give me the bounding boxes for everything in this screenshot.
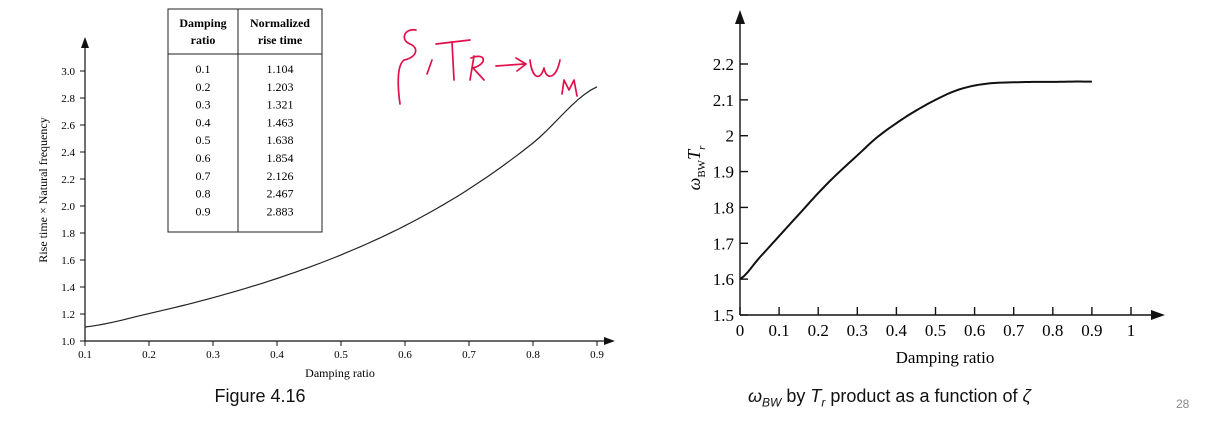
table-header-rise-time: rise time: [258, 33, 303, 47]
left-y-tick-label: 1.4: [61, 282, 75, 294]
table-cell-damping: 0.4: [196, 115, 211, 129]
table-cell-rise-time: 1.321: [267, 98, 294, 112]
left-y-tick-label: 2.6: [61, 120, 75, 132]
right-x-tick-label: 0.1: [768, 321, 789, 340]
table-cell-damping: 0.3: [196, 98, 211, 112]
slide-number: 28: [1176, 397, 1190, 411]
left-y-tick-label: 2.4: [61, 147, 75, 159]
rise-time-table: Damping ratio Normalized rise time 0.1 1.…: [167, 8, 323, 233]
table-cell-rise-time: 2.467: [267, 187, 294, 201]
left-y-tick-label: 2.0: [61, 201, 75, 213]
table-cell-rise-time: 1.638: [267, 133, 294, 147]
right-x-tick-label: 0.9: [1081, 321, 1102, 340]
left-y-tick-label: 2.8: [61, 93, 75, 105]
left-y-axis-arrow: [81, 37, 89, 48]
right-x-tick-label: 0.8: [1042, 321, 1063, 340]
right-y-label-t: T: [684, 148, 704, 160]
bandwidth-chart: 0 0.1 0.2 0.3 0.4 0.5 0.6 0.7 0.8 0.9 1 1.5 1.6 1.7 1.…: [684, 10, 1165, 367]
left-x-tick-label: 0.1: [78, 349, 92, 361]
right-y-tick-label: 1.7: [713, 234, 735, 253]
rise-time-chart: 0.1 0.2 0.3 0.4 0.5 0.6 0.7 0.8 0.9 1.0 1.2 1.4 1.6 1…: [36, 8, 615, 380]
left-x-tick-label: 0.9: [590, 349, 604, 361]
left-x-axis-label: Damping ratio: [305, 366, 375, 380]
caption-omega: ω: [748, 386, 763, 406]
caption-by: by: [781, 386, 811, 406]
left-x-tick-label: 0.8: [526, 349, 540, 361]
caption-t: T: [810, 386, 822, 406]
right-x-tick-label: 0.3: [847, 321, 868, 340]
table-border: [167, 8, 323, 233]
table-cell-rise-time: 1.463: [267, 115, 294, 129]
table-cell-rise-time: 2.883: [267, 204, 294, 218]
right-x-axis-label: Damping ratio: [896, 348, 995, 367]
left-y-tick-label: 1.0: [61, 336, 75, 348]
caption-t-sub: r: [821, 395, 826, 410]
table-cell-damping: 0.7: [196, 169, 211, 183]
right-chart-axes: [735, 10, 1165, 320]
left-series-line: [84, 86, 598, 328]
left-y-axis-label: Rise time × Natural frequency: [36, 117, 50, 262]
right-y-label-t-sub: r: [696, 145, 708, 150]
right-series-line: [739, 80, 1092, 280]
left-x-tick-label: 0.7: [462, 349, 476, 361]
table-cell-damping: 0.6: [196, 151, 211, 165]
right-y-tick-label: 1.8: [713, 198, 734, 217]
right-y-tick-label: 1.9: [713, 163, 734, 182]
right-y-axis-arrow: [735, 10, 745, 24]
left-x-tick-label: 0.5: [334, 349, 348, 361]
left-y-tick-label: 1.8: [61, 228, 75, 240]
left-y-tick-label: 1.2: [61, 309, 75, 321]
table-cell-rise-time: 2.126: [267, 169, 294, 183]
right-x-tick-label: 0.7: [1003, 321, 1025, 340]
table-cell-rise-time: 1.854: [267, 151, 294, 165]
table-cell-rise-time: 1.104: [267, 62, 294, 76]
table-cell-damping: 0.5: [196, 133, 211, 147]
right-y-tick-label: 1.5: [713, 306, 734, 325]
left-chart-caption: Figure 4.16: [214, 386, 306, 406]
left-y-tick-label: 3.0: [61, 66, 75, 78]
right-x-axis-arrow: [1151, 310, 1165, 320]
left-y-tick-label: 1.6: [61, 255, 75, 267]
table-cell-damping: 0.1: [196, 62, 211, 76]
right-x-tick-label: 0.4: [886, 321, 908, 340]
table-cell-damping: 0.8: [196, 187, 211, 201]
table-cell-rise-time: 1.203: [267, 80, 294, 94]
right-x-tick-label: 0: [736, 321, 745, 340]
right-x-tick-label: 0.2: [808, 321, 829, 340]
right-y-label-omega: ω: [684, 178, 704, 191]
left-y-tick-label: 2.2: [61, 174, 75, 186]
table-header-normalized: Normalized: [250, 16, 310, 30]
caption-zeta: ζ: [1022, 386, 1031, 406]
left-chart-axes: [81, 37, 615, 345]
handwritten-annotation: [397, 29, 578, 105]
caption-omega-sub: BW: [762, 395, 782, 410]
table-cell-damping: 0.9: [196, 204, 211, 218]
left-x-tick-label: 0.6: [398, 349, 412, 361]
left-x-tick-label: 0.4: [270, 349, 284, 361]
right-y-label-sub: BW: [696, 159, 708, 177]
right-y-tick-label: 2.1: [713, 91, 734, 110]
right-x-tick-label: 1: [1127, 321, 1136, 340]
caption-middle: product as a function of: [825, 386, 1023, 406]
table-cell-damping: 0.2: [196, 80, 211, 94]
right-y-tick-label: 1.6: [713, 270, 734, 289]
left-x-axis-arrow: [604, 337, 615, 345]
table-header-ratio: ratio: [191, 33, 216, 47]
right-x-tick-label: 0.5: [925, 321, 946, 340]
right-x-tick-label: 0.6: [964, 321, 985, 340]
left-x-tick-label: 0.3: [206, 349, 220, 361]
right-y-tick-label: 2.2: [713, 55, 734, 74]
right-y-tick-label: 2: [726, 127, 735, 146]
right-chart-caption: ωBW by Tr product as a function of ζ: [748, 386, 1168, 410]
left-x-tick-label: 0.2: [142, 349, 156, 361]
right-y-axis-label: ωBWTr: [684, 145, 708, 190]
table-header-damping: Damping: [179, 16, 226, 30]
